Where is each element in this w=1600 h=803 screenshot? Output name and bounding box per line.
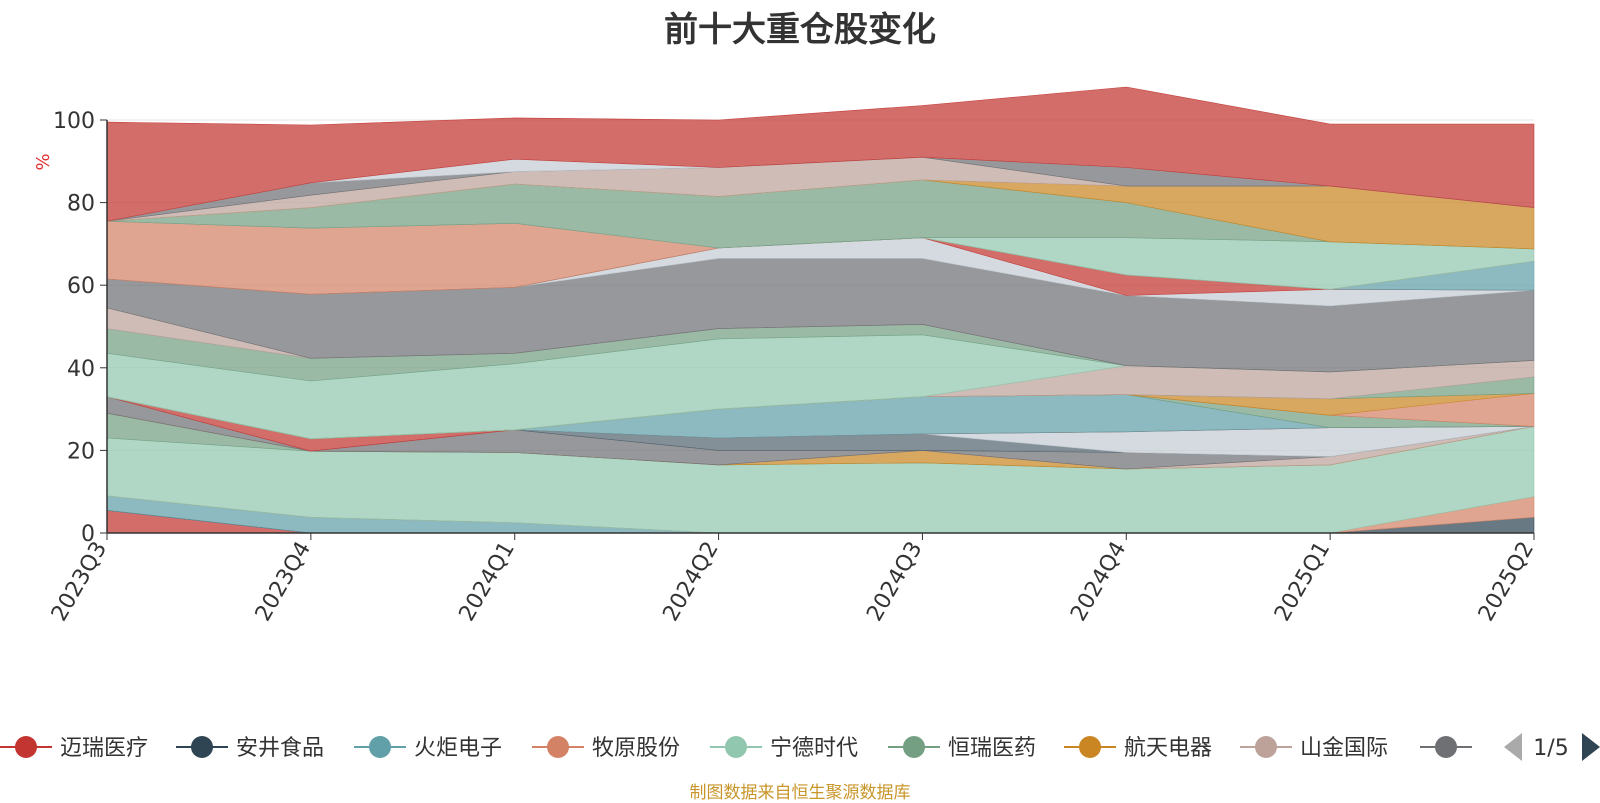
- legend-marker-icon: [725, 736, 747, 758]
- legend-label: 航天电器: [1124, 736, 1212, 761]
- legend-marker-icon: [191, 736, 213, 758]
- legend-item[interactable]: 航天电器: [1064, 736, 1212, 761]
- legend-label: 迈瑞医疗: [60, 736, 148, 761]
- x-tick-label: 2024Q2: [658, 538, 723, 626]
- x-tick-label: 2025Q2: [1474, 538, 1539, 626]
- y-tick-label: 60: [67, 274, 95, 299]
- y-tick-label: 20: [67, 439, 95, 464]
- legend-item[interactable]: 恒瑞医药: [888, 736, 1036, 761]
- legend-marker-icon: [547, 736, 569, 758]
- legend-item[interactable]: 火炬电子: [354, 736, 502, 761]
- legend-marker-icon: [903, 736, 925, 758]
- x-tick-label: 2024Q4: [1066, 538, 1131, 626]
- legend-marker-icon: [15, 736, 37, 758]
- legend-marker-icon: [1255, 736, 1277, 758]
- chart-title: 前十大重仓股变化: [664, 10, 936, 50]
- legend-label: 宁德时代: [770, 736, 858, 761]
- legend-label: 山金国际: [1300, 736, 1388, 761]
- legend-item[interactable]: 安井食品: [176, 736, 324, 761]
- legend-marker-icon: [369, 736, 391, 758]
- pager-prev-icon[interactable]: [1504, 733, 1522, 761]
- legend-item[interactable]: 山金国际: [1240, 736, 1388, 761]
- legend-label: 火炬电子: [414, 736, 502, 761]
- legend-marker-icon: [1435, 736, 1457, 758]
- x-tick-label: 2023Q3: [47, 538, 112, 626]
- legend-item-partial[interactable]: [1420, 736, 1472, 758]
- legend[interactable]: 迈瑞医疗 安井食品 火炬电子 牧原股份 宁德时代 恒瑞医药 航天电器 山金国际: [0, 736, 1472, 761]
- y-tick-label: 0: [81, 522, 95, 547]
- legend-marker-icon: [1079, 736, 1101, 758]
- legend-label: 安井食品: [236, 736, 324, 761]
- legend-label: 恒瑞医药: [948, 736, 1036, 761]
- legend-pager[interactable]: 1/5: [1504, 733, 1600, 761]
- legend-label: 牧原股份: [592, 736, 680, 761]
- legend-item[interactable]: 迈瑞医疗: [0, 736, 148, 761]
- area-series-33: [106, 86, 1535, 222]
- y-tick-label: 100: [53, 109, 95, 134]
- x-tick-label: 2024Q3: [862, 538, 927, 626]
- legend-item[interactable]: 宁德时代: [710, 736, 858, 761]
- y-axis-label: %: [33, 153, 54, 170]
- x-tick-label: 2025Q1: [1270, 538, 1335, 626]
- legend-items: 迈瑞医疗 安井食品 火炬电子 牧原股份 宁德时代 恒瑞医药 航天电器 山金国际: [0, 736, 1472, 761]
- x-tick-label: 2024Q1: [455, 538, 520, 626]
- source-note: 制图数据来自恒生聚源数据库: [689, 783, 911, 803]
- area-series: [106, 86, 1535, 534]
- pager-label: 1/5: [1533, 736, 1568, 761]
- y-tick-label: 40: [67, 357, 95, 382]
- legend-item[interactable]: 牧原股份: [532, 736, 680, 761]
- pager-next-icon[interactable]: [1582, 733, 1600, 761]
- x-tick-label: 2023Q4: [251, 538, 316, 626]
- y-tick-label: 80: [67, 192, 95, 217]
